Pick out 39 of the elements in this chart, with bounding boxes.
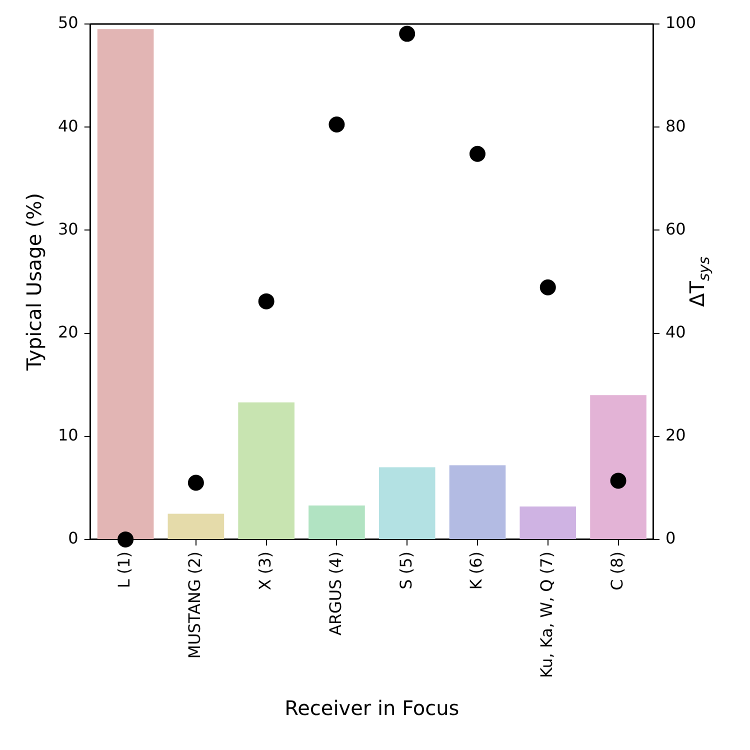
x-axis-title: Receiver in Focus	[284, 696, 460, 720]
x-tick-label: L (1)	[114, 551, 134, 588]
bar	[308, 505, 365, 539]
y2-axis-title: ΔTsys	[685, 256, 713, 307]
y2-tick-label: 80	[665, 116, 686, 136]
y-tick-label: 40	[58, 116, 78, 136]
point	[469, 146, 486, 162]
point	[118, 531, 134, 548]
point	[610, 472, 626, 489]
y2-tick-label: 60	[665, 219, 686, 238]
y2-tick-label: 0	[665, 528, 676, 548]
x-tick-label: ARGUS (4)	[326, 551, 345, 636]
x-tick-label: MUSTANG (2)	[185, 551, 204, 659]
bar	[449, 465, 506, 539]
y-tick-label: 50	[58, 13, 78, 32]
y2-tick-label: 20	[665, 426, 686, 445]
y2-tick-label: 40	[665, 322, 686, 342]
x-tick-label: S (5)	[396, 551, 416, 590]
bar	[168, 514, 224, 539]
point	[258, 293, 274, 310]
point	[540, 279, 556, 296]
point	[328, 116, 345, 133]
bar	[520, 506, 576, 539]
bar	[97, 29, 154, 539]
y-tick-label: 30	[58, 219, 78, 238]
point	[188, 474, 204, 491]
x-tick-label: Ku, Ka, W, Q (7)	[537, 551, 556, 678]
point	[399, 26, 416, 42]
x-tick-label: K (6)	[466, 551, 486, 590]
bar	[590, 395, 646, 539]
x-tick-label: X (3)	[255, 551, 274, 590]
y-axis-title: Typical Usage (%)	[22, 192, 46, 372]
bar	[378, 467, 436, 539]
x-tick-label: C (8)	[607, 551, 626, 590]
y-tick-label: 20	[58, 322, 78, 342]
bar	[238, 402, 294, 539]
y-tick-label: 0	[68, 528, 78, 548]
y2-tick-label: 100	[665, 13, 696, 32]
y-tick-label: 10	[58, 426, 78, 445]
